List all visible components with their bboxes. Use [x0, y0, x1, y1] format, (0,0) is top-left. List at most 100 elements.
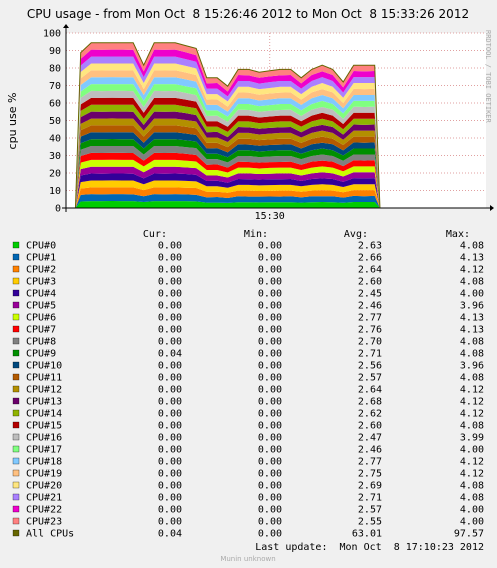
legend-value: 2.55: [358, 517, 382, 528]
legend-value: 97.57: [454, 529, 484, 540]
legend-value: 3.96: [460, 361, 484, 372]
legend-value: 4.12: [460, 409, 484, 420]
y-tick-label: 50: [49, 116, 61, 127]
area: [75, 187, 380, 208]
legend-value: 0.00: [158, 445, 182, 456]
legend-value: 0.00: [158, 457, 182, 468]
legend-label: CPU#2: [26, 265, 56, 276]
legend-label: CPU#17: [26, 445, 62, 456]
legend-value: 0.00: [158, 421, 182, 432]
legend-label: CPU#15: [26, 421, 62, 432]
legend-value: 4.12: [460, 457, 484, 468]
legend-label: CPU#1: [26, 253, 56, 264]
legend-label: CPU#12: [26, 385, 62, 396]
legend-value: 0.00: [158, 337, 182, 348]
legend-value: 2.60: [358, 277, 382, 288]
area: [75, 201, 380, 208]
legend-value: 4.08: [460, 241, 484, 252]
legend-value: 0.04: [158, 529, 182, 540]
footer: Munin unknown: [220, 555, 275, 563]
legend-swatch: [12, 289, 20, 297]
legend-value: 0.00: [258, 493, 282, 504]
legend-value: 4.08: [460, 373, 484, 384]
y-tick-label: 30: [49, 151, 61, 162]
y-tick-label: 80: [49, 64, 61, 75]
legend-value: 0.00: [158, 517, 182, 528]
legend-value: 2.57: [358, 373, 382, 384]
area: [75, 194, 380, 208]
column-header: Min:: [244, 229, 268, 240]
legend-value: 0.00: [158, 253, 182, 264]
area: [75, 146, 380, 208]
legend-value: 0.00: [258, 409, 282, 420]
legend-value: 2.66: [358, 253, 382, 264]
y-axis-arrow: [63, 24, 69, 28]
column-header: Max:: [446, 229, 470, 240]
legend-value: 0.00: [258, 385, 282, 396]
legend-swatch: [12, 397, 20, 405]
legend-value: 0.00: [258, 349, 282, 360]
legend-value: 0.00: [258, 241, 282, 252]
legend-value: 2.63: [358, 241, 382, 252]
legend-label: CPU#8: [26, 337, 56, 348]
legend-label: CPU#10: [26, 361, 62, 372]
legend-value: 2.77: [358, 313, 382, 324]
legend-swatch: [12, 361, 20, 369]
y-tick-label: 0: [55, 204, 61, 215]
legend-value: 0.00: [258, 397, 282, 408]
legend-label: CPU#18: [26, 457, 62, 468]
chart-title: CPU usage - from Mon Oct 8 15:26:46 2012…: [27, 7, 469, 21]
legend-value: 2.77: [358, 457, 382, 468]
legend-value: 0.00: [158, 361, 182, 372]
legend-value: 4.00: [460, 289, 484, 300]
legend-swatch: [12, 325, 20, 333]
area: [75, 180, 380, 208]
legend-swatch: [12, 421, 20, 429]
legend-swatch: [12, 457, 20, 465]
legend-value: 2.56: [358, 361, 382, 372]
legend-value: 4.12: [460, 265, 484, 276]
legend-value: 2.64: [358, 265, 382, 276]
legend-value: 4.08: [460, 277, 484, 288]
legend-value: 4.13: [460, 325, 484, 336]
legend-value: 0.00: [258, 301, 282, 312]
legend-value: 4.08: [460, 481, 484, 492]
legend-swatch: [12, 337, 20, 345]
area: [75, 166, 380, 208]
legend-value: 4.13: [460, 313, 484, 324]
legend-swatch: [12, 301, 20, 309]
legend-value: 4.08: [460, 493, 484, 504]
legend-value: 3.99: [460, 433, 484, 444]
legend-value: 2.62: [358, 409, 382, 420]
y-tick-label: 60: [49, 99, 61, 110]
legend-value: 4.08: [460, 421, 484, 432]
legend-value: 2.75: [358, 469, 382, 480]
area: [75, 104, 380, 208]
legend-swatch: [12, 493, 20, 501]
legend-label: CPU#19: [26, 469, 62, 480]
area: [75, 118, 380, 208]
legend-value: 4.12: [460, 385, 484, 396]
legend-value: 0.00: [258, 421, 282, 432]
legend-value: 0.00: [158, 265, 182, 276]
legend-value: 0.00: [258, 289, 282, 300]
legend-value: 2.68: [358, 397, 382, 408]
legend-value: 4.08: [460, 337, 484, 348]
legend-label: CPU#11: [26, 373, 62, 384]
legend-value: 0.00: [158, 313, 182, 324]
legend-swatch: [12, 433, 20, 441]
legend-value: 0.00: [158, 277, 182, 288]
x-axis-arrow: [490, 205, 494, 211]
legend-value: 4.12: [460, 397, 484, 408]
legend-swatch: [12, 517, 20, 525]
legend-value: 2.45: [358, 289, 382, 300]
legend-value: 0.00: [158, 409, 182, 420]
legend-value: 2.60: [358, 421, 382, 432]
legend-value: 2.71: [358, 493, 382, 504]
legend-value: 2.46: [358, 301, 382, 312]
legend-value: 0.00: [258, 253, 282, 264]
y-tick-label: 10: [49, 186, 61, 197]
column-header: Avg:: [344, 229, 368, 240]
legend-swatch: [12, 277, 20, 285]
legend-value: 4.08: [460, 349, 484, 360]
